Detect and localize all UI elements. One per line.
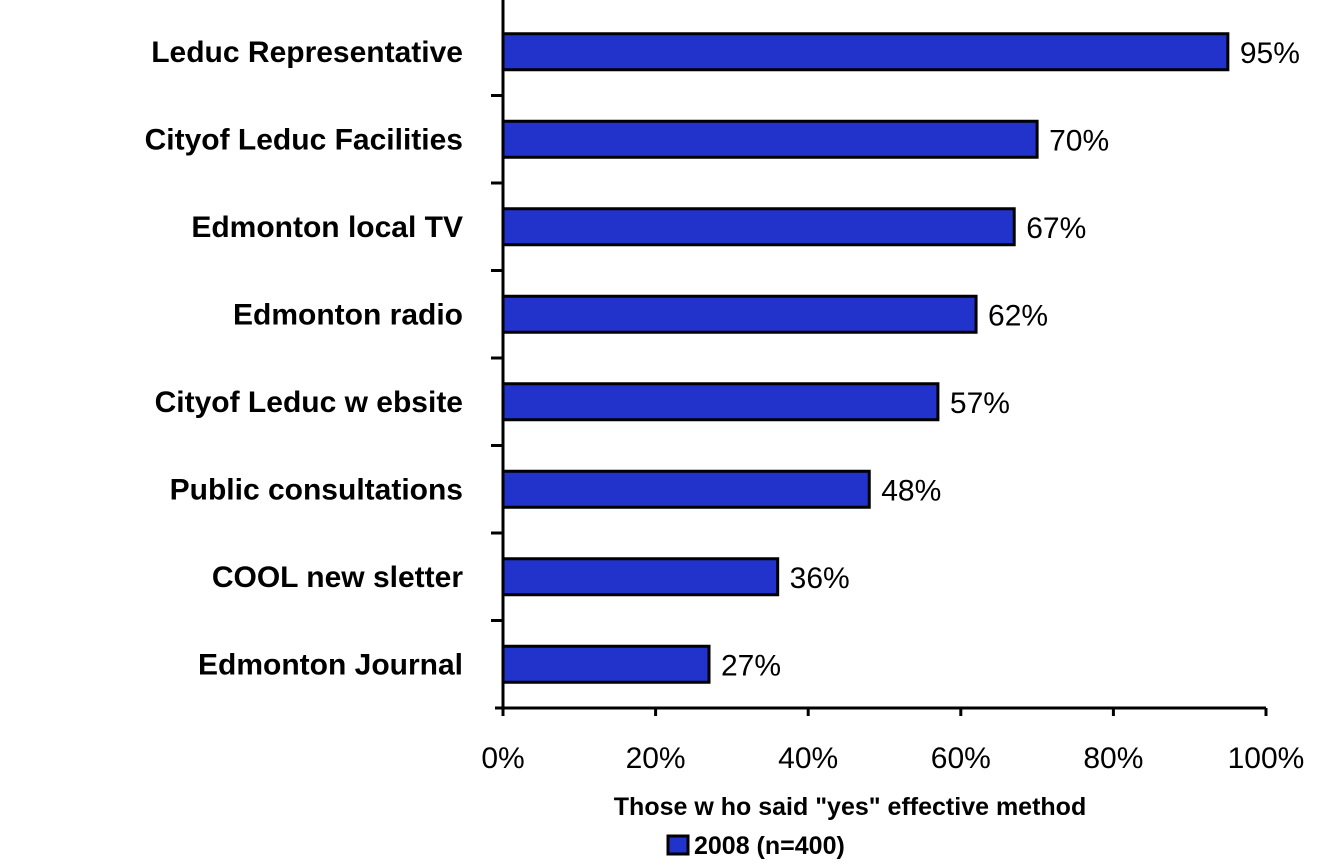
category-label: Public consultations [170,473,463,506]
x-tick-label: 40% [778,742,838,775]
bar [501,382,940,422]
bar [501,207,1016,247]
category-label: Leduc Representative [151,36,463,69]
legend-label: 2008 (n=400) [694,832,845,860]
x-tick-label: 100% [1228,742,1305,775]
legend-swatch [666,834,690,856]
category-label: Cityof Leduc Facilities [145,123,463,156]
value-label: 95% [1240,37,1300,70]
bar [501,32,1230,72]
bar [501,557,780,597]
category-label: Edmonton local TV [191,211,463,244]
x-tick-label: 0% [481,742,524,775]
bar [501,294,978,334]
x-tick-label: 80% [1083,742,1143,775]
value-label: 36% [790,562,850,595]
bar [501,469,871,509]
x-tick-label: 60% [931,742,991,775]
category-labels: Leduc Representative Cityof Leduc Facilit… [145,36,464,682]
value-label: 67% [1026,212,1086,245]
bar [501,644,711,684]
value-label: 62% [988,299,1048,332]
category-label: Edmonton Journal [198,648,463,681]
axes-group [491,0,1268,716]
category-label: Cityof Leduc w ebsite [155,386,463,419]
value-label: 70% [1049,124,1109,157]
category-label: Edmonton radio [233,298,463,331]
bars-group [501,32,1230,684]
x-tick-label: 20% [626,742,686,775]
value-label: 57% [950,387,1010,420]
bar [501,119,1039,159]
category-label: COOL new sletter [212,561,464,594]
value-label: 27% [721,649,781,682]
value-labels: 95% 70% 67% 62% 57% 48% 36% 27% [721,37,1300,683]
legend: 2008 (n=400) [666,832,845,860]
x-tick-labels: 0% 20% 40% 60% 80% 100% [481,742,1304,775]
x-axis-title: Those w ho said "yes" effective method [614,793,1086,821]
value-label: 48% [881,474,941,507]
